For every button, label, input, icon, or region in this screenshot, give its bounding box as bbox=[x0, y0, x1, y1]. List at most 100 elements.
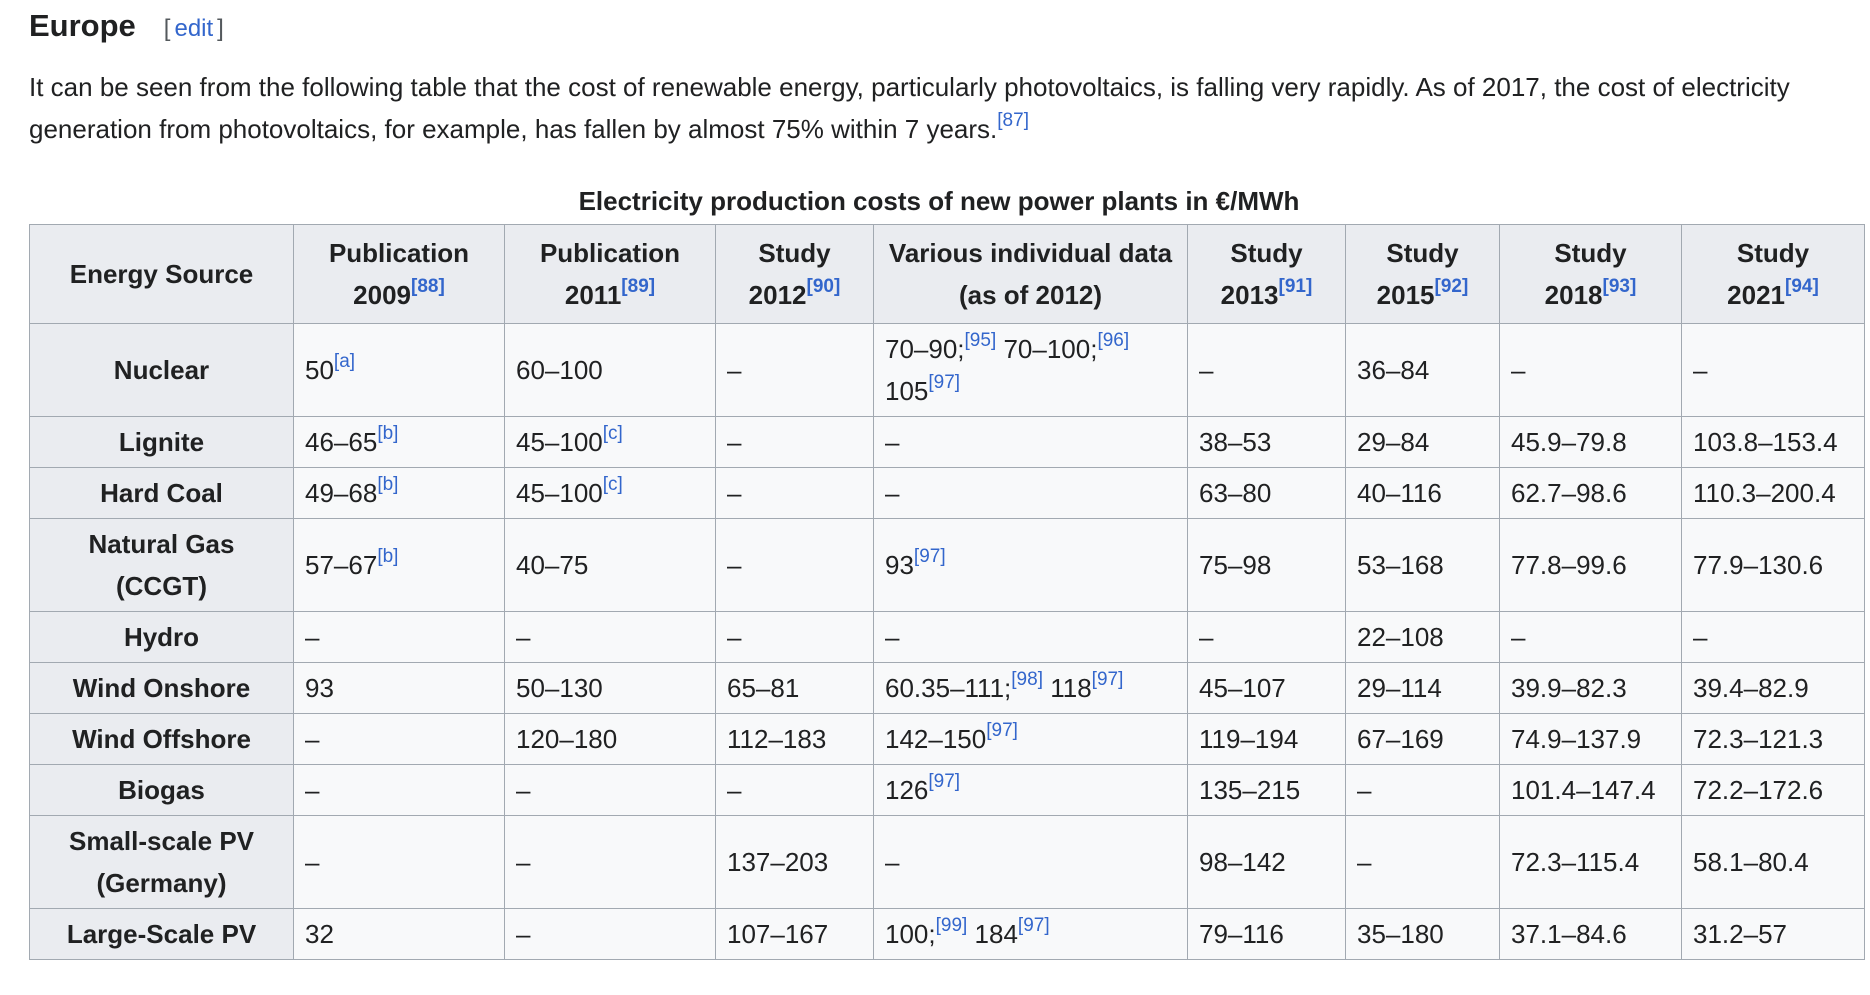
cell-value: – bbox=[727, 355, 742, 385]
citation-link[interactable]: [93] bbox=[1602, 276, 1637, 298]
cell-value: 126 bbox=[885, 775, 929, 805]
table-caption: Electricity production costs of new powe… bbox=[578, 186, 1300, 216]
citation-link[interactable]: [97] bbox=[986, 720, 1018, 742]
table-row: Nuclear 50[a] 60–100–70–90;[95] 70–100;[96… bbox=[29, 323, 1865, 417]
table-cell: – bbox=[1345, 815, 1500, 909]
table-cell: 50–130 bbox=[504, 662, 716, 714]
table-cell: 45.9–79.8 bbox=[1499, 416, 1682, 468]
cell-value: – bbox=[516, 622, 531, 652]
citation-link[interactable]: [90] bbox=[806, 276, 841, 298]
row-header: Natural Gas (CCGT) bbox=[29, 518, 294, 612]
citation-link[interactable]: [b] bbox=[377, 423, 399, 445]
cell-value: 49–68 bbox=[305, 478, 378, 508]
citation-link[interactable]: [98] bbox=[1011, 669, 1043, 691]
citation-link[interactable]: [89] bbox=[621, 276, 656, 298]
table-cell: 110.3–200.4 bbox=[1681, 467, 1865, 519]
cell-value: 45–107 bbox=[1199, 673, 1286, 703]
table-cell: 79–116 bbox=[1187, 908, 1346, 960]
table-cell: – bbox=[1187, 323, 1346, 417]
table-row: Hydro – – – – –22–108– – bbox=[29, 611, 1865, 663]
citation-link[interactable]: [87] bbox=[997, 110, 1029, 132]
table-cell: 126[97] bbox=[873, 764, 1188, 816]
cell-value: – bbox=[885, 847, 900, 877]
cell-value: 38–53 bbox=[1199, 427, 1272, 457]
table-cell: 100;[99] 184[97] bbox=[873, 908, 1188, 960]
table-cell: 37.1–84.6 bbox=[1499, 908, 1682, 960]
citation-link[interactable]: [92] bbox=[1434, 276, 1469, 298]
cell-value: – bbox=[1199, 355, 1214, 385]
cell-value: – bbox=[727, 775, 742, 805]
table-cell: 40–116 bbox=[1345, 467, 1500, 519]
citation-link[interactable]: [97] bbox=[1091, 669, 1124, 691]
citation-link[interactable]: [94] bbox=[1785, 276, 1819, 298]
article-section: Europe [edit] It can be seen from the fo… bbox=[29, 0, 1870, 960]
citation-link[interactable]: [b] bbox=[377, 546, 399, 568]
table-cell: 137–203 bbox=[715, 815, 874, 909]
edit-link[interactable]: edit bbox=[174, 15, 214, 42]
cell-value: 70–90; bbox=[885, 334, 965, 364]
cell-value: 65–81 bbox=[727, 673, 800, 703]
cell-value: – bbox=[1357, 775, 1372, 805]
table-cell: 67–169 bbox=[1345, 713, 1500, 765]
table-cell: 49–68[b] bbox=[293, 467, 505, 519]
citation-link[interactable]: [97] bbox=[1017, 915, 1050, 937]
cell-value: 35–180 bbox=[1357, 919, 1444, 949]
citation-link[interactable]: [97] bbox=[928, 372, 961, 394]
cell-value: 40–75 bbox=[516, 550, 589, 580]
table-header-row: Energy Source Publication 2009[88] Publica… bbox=[29, 224, 1865, 324]
cell-value: 32 bbox=[305, 919, 334, 949]
table-cell: 60–100 bbox=[504, 323, 716, 417]
section-heading: Europe [edit] bbox=[29, 0, 1870, 52]
table-cell: – bbox=[1681, 323, 1865, 417]
citation-link[interactable]: [96] bbox=[1097, 330, 1130, 352]
table-cell: – bbox=[873, 416, 1188, 468]
row-header: Biogas bbox=[29, 764, 294, 816]
cell-value: 75–98 bbox=[1199, 550, 1272, 580]
column-header-label: Study 2013 bbox=[1220, 238, 1303, 310]
table-cell: 53–168 bbox=[1345, 518, 1500, 612]
table-cell: 60.35–111;[98] 118[97] bbox=[873, 662, 1188, 714]
cell-value: 37.1–84.6 bbox=[1511, 919, 1627, 949]
citation-link[interactable]: [c] bbox=[602, 423, 623, 445]
table-cell: 36–84 bbox=[1345, 323, 1500, 417]
cell-value: 29–114 bbox=[1357, 673, 1442, 703]
cell-value: – bbox=[1693, 622, 1708, 652]
citation-link[interactable]: [b] bbox=[377, 474, 399, 496]
cell-value: – bbox=[1357, 847, 1372, 877]
column-header: Publication 2009[88] bbox=[293, 224, 505, 324]
citation-link[interactable]: [97] bbox=[928, 771, 961, 793]
table-cell: 39.9–82.3 bbox=[1499, 662, 1682, 714]
table-cell: 77.9–130.6 bbox=[1681, 518, 1865, 612]
column-header-label: Various individual data (as of 2012) bbox=[888, 238, 1173, 310]
cell-value: 110.3–200.4 bbox=[1693, 478, 1836, 508]
cell-value: 60–100 bbox=[516, 355, 603, 385]
table-cell: 31.2–57 bbox=[1681, 908, 1865, 960]
table-cell: 112–183 bbox=[715, 713, 874, 765]
cell-value: 36–84 bbox=[1357, 355, 1430, 385]
cell-value: 77.8–99.6 bbox=[1511, 550, 1627, 580]
citation-link[interactable]: [97] bbox=[913, 546, 946, 568]
table-cell: 77.8–99.6 bbox=[1499, 518, 1682, 612]
citation-link[interactable]: [99] bbox=[935, 915, 968, 937]
table-row: Wind Offshore –120–180 112–183 142–150[97] 1… bbox=[29, 713, 1865, 765]
edit-section: [edit] bbox=[163, 15, 224, 42]
column-header: Energy Source bbox=[29, 224, 294, 324]
citation-link[interactable]: [a] bbox=[333, 351, 356, 373]
cell-value: 107–167 bbox=[727, 919, 829, 949]
cell-value: – bbox=[885, 478, 900, 508]
cell-value: 63–80 bbox=[1199, 478, 1272, 508]
cell-value: 79–116 bbox=[1199, 919, 1284, 949]
citation-link[interactable]: [95] bbox=[964, 330, 997, 352]
citation-link[interactable]: [c] bbox=[602, 474, 623, 496]
cell-value: 93 bbox=[305, 673, 334, 703]
table-row: Lignite 46–65[b] 45–100[c] – –38–53 29–84 45.9… bbox=[29, 416, 1865, 468]
row-header: Small-scale PV (Germany) bbox=[29, 815, 294, 909]
table-cell: 107–167 bbox=[715, 908, 874, 960]
citation-link[interactable]: [91] bbox=[1278, 276, 1313, 298]
citation-link[interactable]: [88] bbox=[411, 276, 445, 298]
column-header: Study 2012[90] bbox=[715, 224, 874, 324]
cell-value: – bbox=[516, 775, 531, 805]
column-header-label: Energy Source bbox=[69, 259, 254, 289]
cell-value: 118 bbox=[1042, 673, 1092, 703]
column-header: Study 2021[94] bbox=[1681, 224, 1865, 324]
